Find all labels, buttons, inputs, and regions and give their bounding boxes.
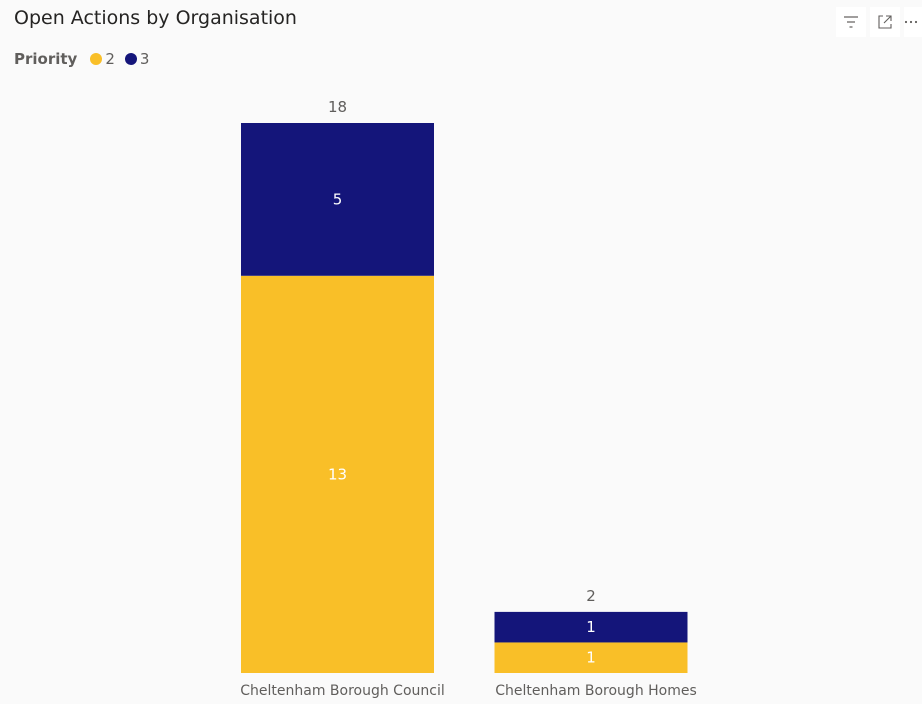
chart-title: Open Actions by Organisation [14,7,297,29]
legend-label: 3 [139,50,150,68]
filter-icon [844,16,858,28]
data-label: 5 [333,190,343,208]
focus-mode-icon [878,15,892,29]
bar-segment-cheltenham-borough-homes-priority-3[interactable] [494,611,688,643]
data-label: 13 [328,465,347,483]
bar-segment-cheltenham-borough-council-priority-2[interactable] [241,275,434,673]
more-options-icon [904,20,918,24]
x-axis-tick-label: Cheltenham Borough Council [240,683,445,699]
legend-title: Priority [14,50,78,68]
total-label: 18 [328,98,347,116]
total-label: 2 [586,587,596,605]
visual-header-toolbar [832,7,922,37]
legend-dot-icon [90,53,103,65]
bar-segment-cheltenham-borough-council-priority-3[interactable] [241,123,434,276]
focus-mode-button[interactable] [870,7,900,37]
data-label: 1 [586,618,596,636]
data-label: 1 [586,649,596,667]
legend: Priority 2 3 [14,50,159,68]
bar-segment-cheltenham-borough-homes-priority-2[interactable] [494,642,688,673]
legend-dot-icon [124,53,137,65]
legend-item-3[interactable]: 3 [124,50,150,68]
x-axis-tick-label: Cheltenham Borough Homes [495,683,697,699]
filter-button[interactable] [836,7,866,37]
more-options-button[interactable] [904,7,922,37]
legend-item-2[interactable]: 2 [90,50,115,68]
legend-label: 2 [105,50,115,68]
